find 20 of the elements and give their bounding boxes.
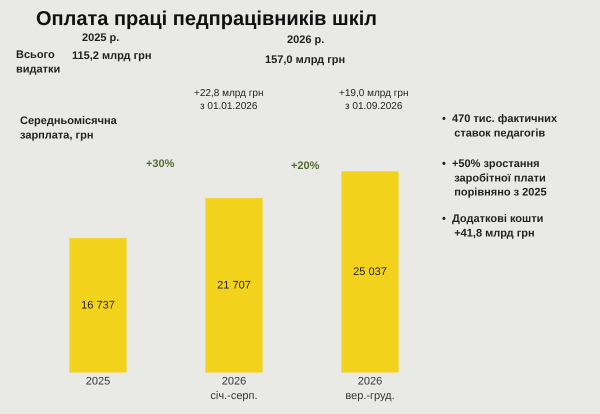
chart-title: Оплата праці педпрацівників шкіл: [36, 8, 377, 30]
text: +19,0 млрд грн з 01.09.2026: [339, 88, 408, 112]
data-label: 16 737: [81, 299, 115, 312]
text: 2026 р.: [287, 34, 324, 46]
text: Середньомісячна зарплата, грн: [20, 115, 118, 142]
text: • +50% зростання заробітної плати порівняно з 2025: [442, 158, 547, 199]
text: • 470 тис. фактичних ставок педагогів: [442, 113, 558, 140]
x-tick-label: 2026 вер.-груд.: [345, 376, 395, 402]
text: • Додаткові кошти +41,8 млрд грн: [442, 213, 544, 240]
data-label: 25 037: [353, 266, 387, 278]
x-tick-label: 2025: [86, 376, 110, 388]
x-tick-label: 2026 січ.-серп.: [210, 376, 258, 402]
text: +22,8 млрд грн з 01.01.2026: [194, 88, 264, 112]
text: 2025 р.: [82, 32, 120, 44]
text: 115,2 млрд грн: [72, 50, 152, 62]
text: Всього видатки: [16, 49, 60, 76]
text: +30%: [146, 158, 175, 170]
text: 157,0 млрд грн: [265, 54, 346, 66]
annotation: +20%: [291, 160, 320, 172]
data-label: 21 707: [217, 279, 251, 292]
